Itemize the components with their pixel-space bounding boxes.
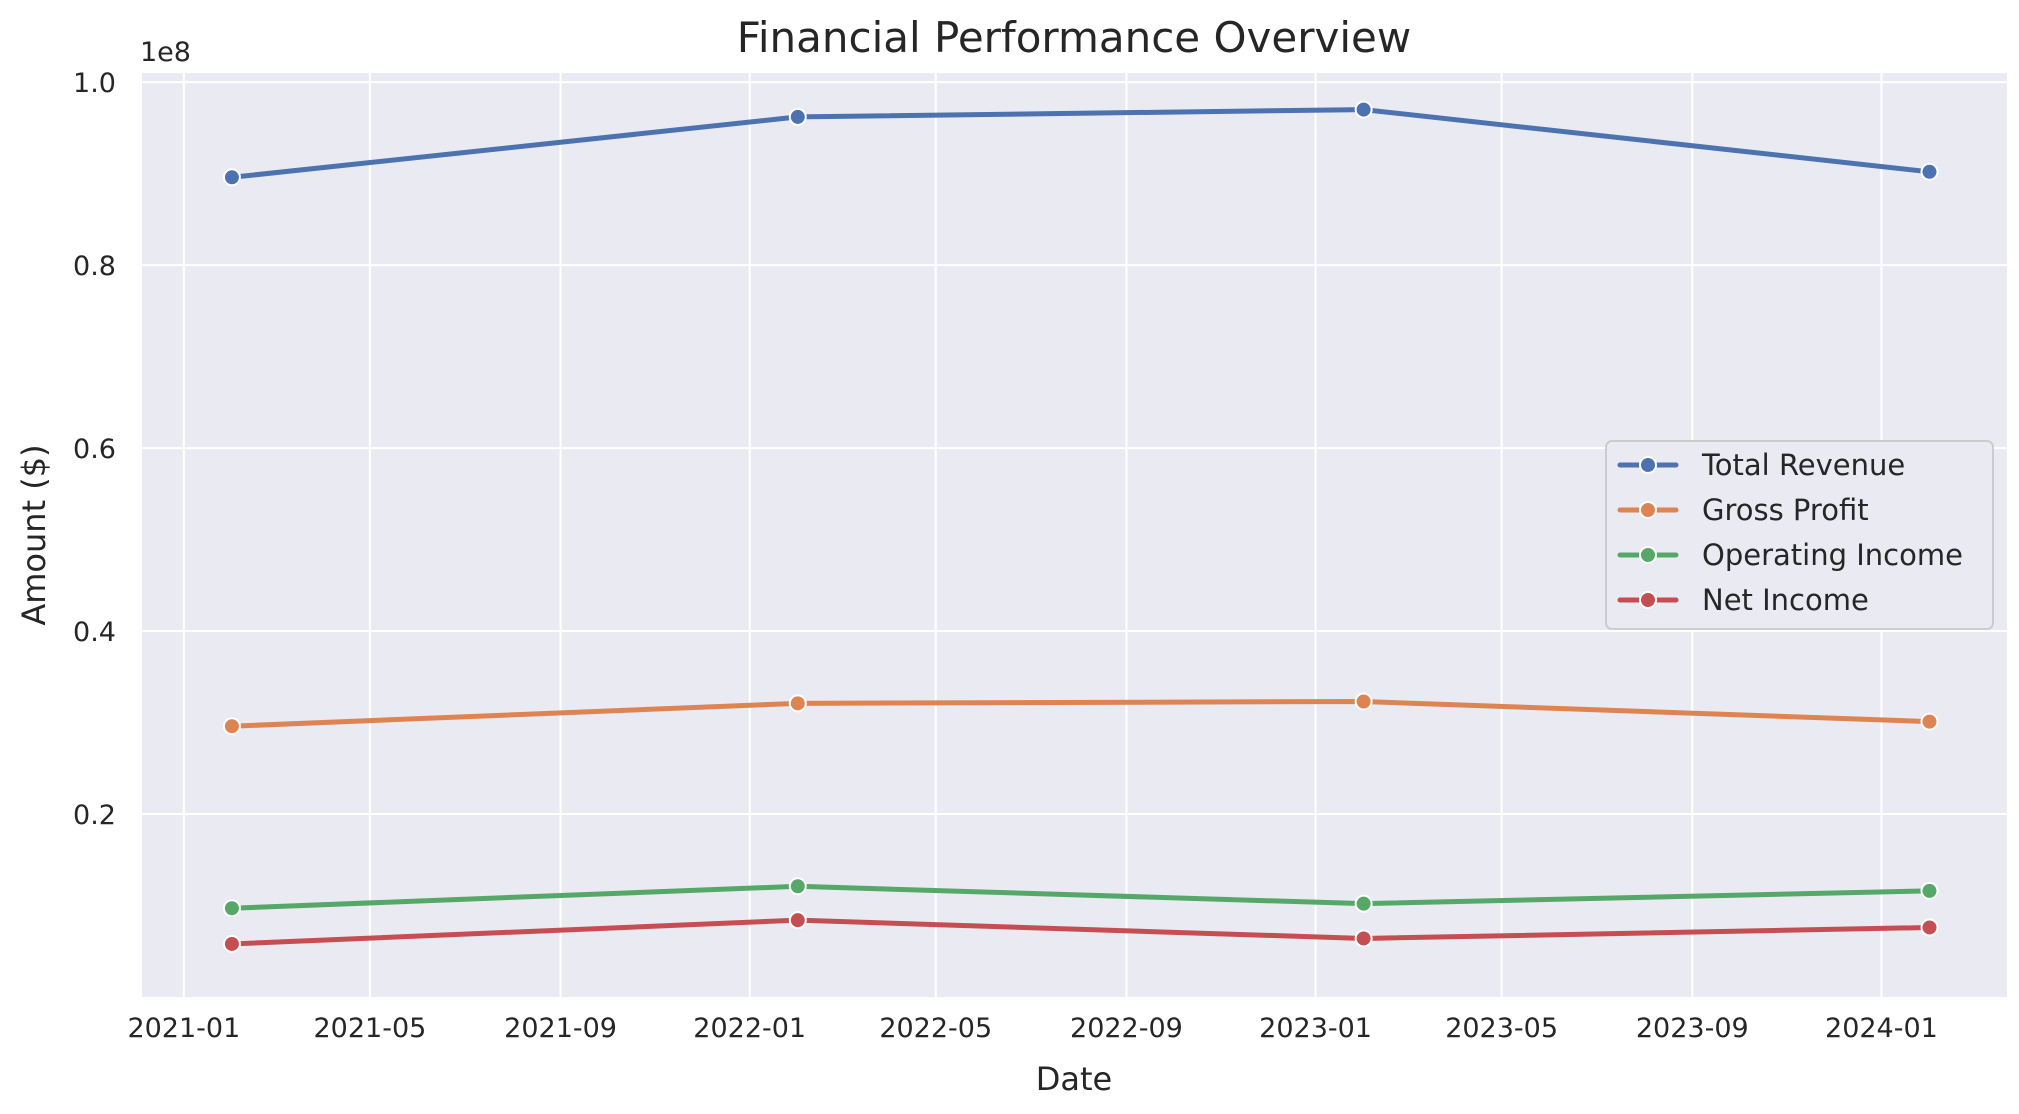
x-tick-label: 2023-05: [1445, 1013, 1558, 1044]
legend-label: Operating Income: [1702, 538, 1963, 572]
series-total-revenue: [222, 100, 1939, 187]
chart-title: Financial Performance Overview: [737, 13, 1412, 62]
series-layer: [222, 100, 1939, 953]
y-tick-label: 0.8: [73, 251, 116, 282]
data-point: [1920, 918, 1939, 937]
x-tick-label: 2021-05: [313, 1013, 426, 1044]
legend-marker: [1639, 591, 1657, 609]
data-point: [1354, 100, 1373, 119]
legend-item: Total Revenue: [1617, 448, 1905, 482]
x-tick-label: 2022-01: [693, 1013, 806, 1044]
data-point: [1354, 692, 1373, 711]
data-point: [222, 934, 241, 953]
series-gross-profit: [222, 692, 1939, 736]
x-tick-label: 2022-05: [879, 1013, 992, 1044]
legend-item: Operating Income: [1617, 538, 1963, 572]
legend-box: [1605, 440, 1994, 630]
legend-marker: [1639, 546, 1657, 564]
y-tick-label: 1.0: [73, 68, 116, 99]
y-tick-label: 0.4: [73, 617, 116, 648]
series-line: [229, 883, 1932, 911]
data-point: [222, 899, 241, 918]
y-tick-labels: 0.2 0.4 0.6 0.8 1.0: [73, 68, 116, 831]
series-operating-income: [222, 877, 1939, 918]
y-grid: [142, 81, 2007, 816]
y-axis-label: Amount ($): [15, 444, 53, 625]
legend-item: Gross Profit: [1617, 493, 1869, 527]
data-point: [1920, 712, 1939, 731]
data-point: [788, 877, 807, 896]
x-tick-label: 2022-09: [1070, 1013, 1183, 1044]
x-tick-label: 2023-01: [1259, 1013, 1372, 1044]
data-point: [1920, 162, 1939, 181]
y-tick-label: 0.2: [73, 800, 116, 831]
series-line: [229, 699, 1932, 729]
legend-label: Gross Profit: [1702, 493, 1869, 527]
data-point: [1354, 929, 1373, 948]
data-point: [222, 168, 241, 187]
data-point: [788, 911, 807, 930]
x-tick-label: 2023-09: [1636, 1013, 1749, 1044]
data-point: [222, 717, 241, 736]
legend-item: Net Income: [1617, 583, 1869, 617]
data-point: [788, 694, 807, 713]
x-tick-label: 2024-01: [1825, 1013, 1938, 1044]
legend-marker: [1639, 456, 1657, 474]
y-tick-label: 0.6: [73, 434, 116, 465]
x-tick-labels: 2021-01 2021-05 2021-09 2022-01 2022-05 2022-…: [127, 1013, 1937, 1044]
legend-label: Net Income: [1702, 583, 1869, 617]
series-line: [229, 107, 1932, 180]
x-tick-label: 2021-01: [127, 1013, 240, 1044]
x-tick-label: 2021-09: [504, 1013, 617, 1044]
series-net-income: [222, 911, 1939, 953]
data-point: [1920, 881, 1939, 900]
series-line: [229, 917, 1932, 947]
x-axis-label: Date: [1036, 1060, 1112, 1098]
data-point: [1354, 894, 1373, 913]
legend-label: Total Revenue: [1701, 448, 1905, 482]
legend-marker: [1639, 501, 1657, 519]
data-point: [788, 107, 807, 126]
legend: Total Revenue Gross Profit Operating Incom…: [1605, 440, 1994, 630]
y-axis-offset-label: 1e8: [140, 37, 191, 68]
